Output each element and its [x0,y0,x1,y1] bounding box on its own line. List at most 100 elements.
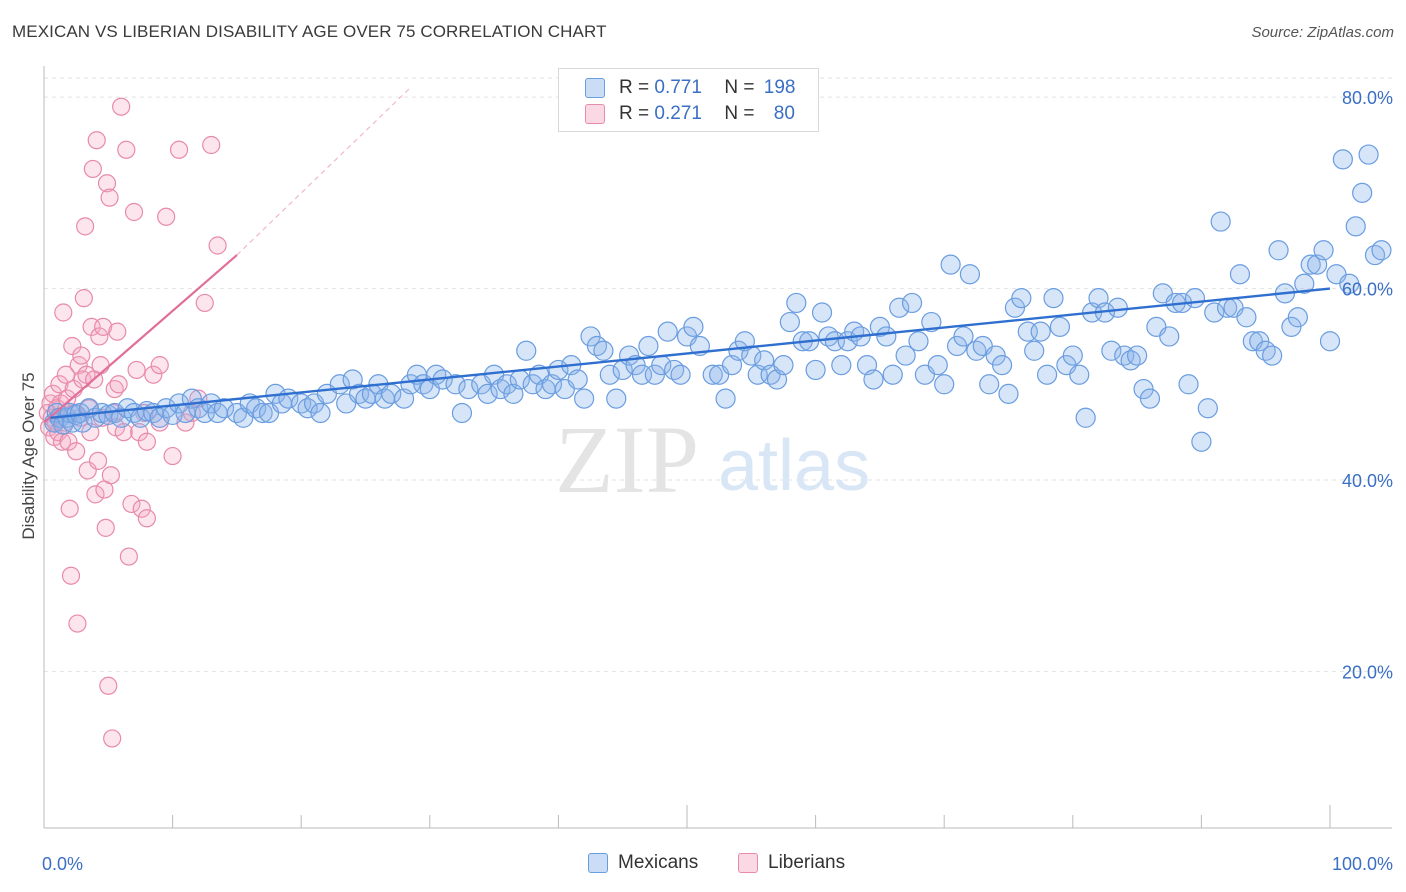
liberians-point [87,131,106,150]
legend-item-mexicans[interactable]: Mexicans [588,852,698,874]
mexicans-point [895,345,916,366]
liberians-point [52,432,72,451]
mexicans-point [599,364,620,385]
y-tick-label: 60.0% [1342,280,1393,300]
mexicans-point [567,369,588,390]
x-tick-label: 0.0% [42,854,83,874]
legend-row-mexicans: R = 0.771 N = 198 [559,75,795,101]
mexicans-point [1319,331,1341,352]
mexicans-point [927,355,948,376]
legend-r-label: R = [619,77,655,98]
mexicans-point [811,302,833,323]
mexicans-point [953,326,974,347]
liberians-point [114,423,133,442]
mexicans-point [1101,340,1122,361]
mexicans-point [959,264,981,285]
mexicans-point [1139,388,1161,409]
liberians-point [97,174,117,193]
mexicans-point [831,355,852,376]
liberians-point [72,346,91,365]
y-tick-label: 40.0% [1342,471,1393,491]
legend-swatch-mexicans [585,78,605,98]
liberians-point [86,485,105,504]
mexicans-point [876,326,897,347]
liberians-point [150,356,169,375]
watermark-zip: ZIP [555,406,699,513]
mexicans-point [991,355,1013,376]
mexicans-point [1030,321,1051,342]
mexicans-point [1236,307,1257,328]
legend-n-value: 80 [773,103,795,124]
legend-n-label: N = [724,103,760,124]
y-tick-label: 20.0% [1342,662,1393,682]
liberians-point [119,547,138,566]
mexicans-point [805,359,826,381]
mexicans-point [638,335,659,357]
liberians-point [157,207,176,226]
liberians-point [108,322,127,341]
mexicans-point [310,402,331,424]
mexicans-point [670,364,691,385]
legend-r-label: R = [619,103,655,124]
liberians-point [112,97,131,116]
liberians-trend-line [43,254,238,424]
mexicans-point [715,388,736,409]
liberians-point [132,499,151,518]
mexicans-point [1069,364,1090,385]
mexicans-point [1011,288,1032,309]
y-axis-title: Disability Age Over 75 [19,372,38,539]
liberians-point [83,159,102,179]
source-label: Source: ZipAtlas.com [1251,24,1394,41]
liberians-point [54,303,73,322]
mexicans-point [593,340,614,361]
legend-label-liberians: Liberians [768,852,846,873]
mexicans-point [574,388,595,409]
correlation-legend: R = 0.771 N = 198 R = 0.271 N = 80 [558,68,819,132]
mexicans-point [1184,288,1206,309]
mexicans-point [1024,340,1045,361]
liberians-swatch [738,853,758,873]
mexicans-point [779,311,800,333]
liberians-point [169,140,189,159]
y-tick-label: 80.0% [1342,88,1393,108]
legend-n-label: N = [724,77,760,98]
mexicans-point [1300,254,1321,275]
liberians-point [88,451,108,470]
liberians-point [100,188,119,207]
liberians-point [103,729,122,748]
mexicans-point [477,383,498,404]
liberians-point [127,360,146,380]
mexicans-point [998,383,1019,404]
x-tick-labels: 0.0% 100.0% [42,854,1393,874]
liberians-point [74,289,93,308]
mexicans-point [1345,216,1366,237]
mexicans-point [773,355,794,376]
mexicans-trend-line [50,287,1331,419]
mexicans-point [683,316,704,337]
liberians-point [163,446,182,466]
mexicans-point [979,374,1000,395]
mexicans-point [786,292,807,314]
trend-lines [43,87,1331,424]
mexicans-point [1358,144,1379,165]
legend-row-liberians: R = 0.271 N = 80 [559,101,795,127]
legend-r-value: 0.771 [654,77,702,98]
mexicans-point [1062,345,1083,366]
liberians-point [202,135,221,155]
liberians-point [122,494,141,514]
liberians-point [144,365,163,384]
mexicans-point [1294,273,1315,294]
liberians-point [208,236,227,255]
mexicans-point [1197,398,1218,419]
mexicans-point [1075,407,1096,428]
legend-item-liberians[interactable]: Liberians [738,852,845,874]
legend-swatch-liberians [585,104,605,124]
mexicans-point [445,374,466,395]
legend-n-value: 198 [763,77,796,98]
mexicans-point [1371,240,1392,261]
legend-label-mexicans: Mexicans [618,852,699,873]
y-tick-labels: 20.0% 40.0% 60.0% 80.0% [1342,88,1393,682]
mexicans-point [889,297,910,318]
mexicans-swatch [588,853,608,873]
